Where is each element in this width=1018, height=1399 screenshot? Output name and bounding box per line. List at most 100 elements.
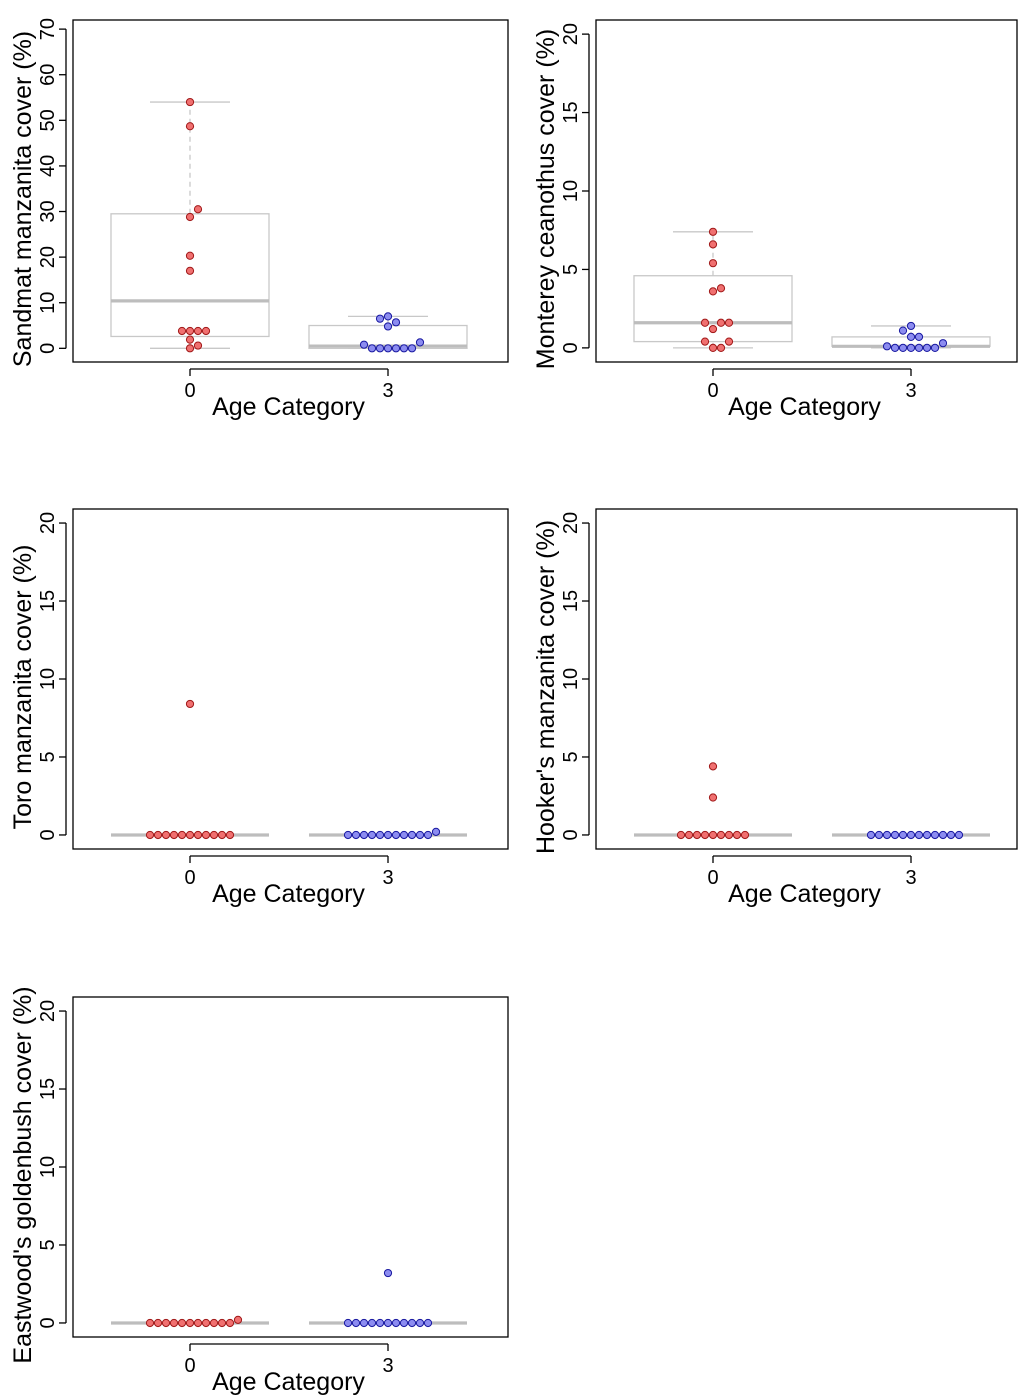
data-point: [906, 830, 916, 840]
data-point: [153, 830, 163, 840]
y-tick-label: 10: [37, 292, 59, 314]
y-tick-label: 50: [37, 109, 59, 131]
data-point: [874, 830, 884, 840]
data-point: [359, 340, 369, 349]
y-tick-label: 0: [37, 343, 59, 354]
data-point: [676, 830, 686, 840]
data-point: [882, 830, 892, 840]
data-point: [906, 321, 916, 331]
y-axis-title: Eastwood's goldenbush cover (%): [9, 986, 37, 1363]
data-point: [938, 830, 948, 840]
x-tick-label: 3: [382, 1355, 393, 1377]
data-point: [415, 830, 425, 840]
data-point: [383, 322, 393, 331]
data-point: [391, 1318, 401, 1328]
data-point: [708, 240, 718, 249]
plot-frame: [595, 19, 1018, 363]
data-point: [890, 343, 900, 352]
data-point: [906, 332, 916, 341]
data-point: [185, 97, 195, 107]
y-tick-label: 5: [37, 1239, 59, 1250]
data-point: [185, 266, 195, 275]
data-point: [946, 830, 956, 840]
data-point: [169, 1318, 179, 1328]
x-tick-label: 3: [382, 380, 393, 402]
data-point: [866, 830, 876, 840]
data-point: [153, 1318, 163, 1328]
y-tick-label: 60: [37, 64, 59, 86]
data-point: [708, 287, 718, 296]
x-axis-title: Age Category: [728, 880, 881, 908]
data-point: [185, 1318, 195, 1328]
y-tick-label: 5: [560, 264, 582, 275]
plot-frame: [72, 508, 509, 850]
data-point: [684, 830, 694, 840]
data-point: [225, 830, 235, 840]
data-point: [716, 343, 726, 352]
chart-panel-2: 0 5 10 15 20 0 3 Age Category Monterey ceanothus…: [532, 19, 1018, 421]
x-axis-title: Age Category: [212, 880, 365, 908]
data-point: [177, 830, 187, 840]
data-point: [407, 344, 417, 353]
y-tick-label: 10: [37, 1156, 59, 1178]
data-point: [700, 318, 710, 327]
data-point: [882, 342, 892, 351]
data-point: [367, 1318, 377, 1328]
data-point: [898, 830, 908, 840]
data-point: [193, 326, 203, 336]
x-tick-label: 3: [905, 380, 916, 402]
x-tick-label: 3: [905, 867, 916, 889]
plot-frame: [72, 996, 509, 1338]
data-point: [898, 343, 908, 352]
y-tick-label: 0: [560, 829, 582, 840]
data-point: [201, 830, 211, 840]
x-axis-title: Age Category: [212, 393, 365, 421]
chart-panel-3: 0 5 10 15 20 0 3 Age Category Toro manzanita cov…: [9, 508, 509, 908]
x-tick-label: 0: [184, 867, 195, 889]
data-point: [898, 326, 908, 335]
data-point: [145, 830, 155, 840]
data-point: [391, 344, 401, 353]
data-point: [914, 343, 924, 352]
points-0: [177, 97, 211, 353]
points-0: [700, 227, 734, 352]
data-point: [169, 830, 179, 840]
iqr-box: [110, 213, 270, 338]
y-tick-label: 20: [560, 23, 582, 45]
data-point: [193, 1318, 203, 1328]
data-point: [399, 830, 409, 840]
y-axis-title: Hooker's manzanita cover (%): [532, 520, 560, 854]
y-tick-label: 20: [37, 1000, 59, 1022]
data-point: [185, 699, 195, 709]
y-axis-title: Toro manzanita cover (%): [9, 545, 37, 830]
data-point: [914, 830, 924, 840]
data-point: [225, 1318, 235, 1328]
box-3: [308, 315, 468, 349]
y-axis-title: Sandmat manzanita cover (%): [9, 31, 37, 367]
y-tick-label: 0: [560, 342, 582, 353]
data-point: [399, 1318, 409, 1328]
data-point: [732, 830, 742, 840]
data-point: [708, 227, 718, 236]
y-tick-label: 20: [560, 512, 582, 534]
y-tick-label: 20: [37, 512, 59, 534]
data-point: [391, 830, 401, 840]
data-point: [922, 343, 932, 352]
chart-panel-1: 0 10 20 30 40 50 60 70 0 3 Age Category Sandmat man…: [9, 18, 509, 421]
data-point: [185, 335, 195, 344]
x-axis-title: Age Category: [212, 1368, 365, 1396]
x-tick-label: 0: [707, 867, 718, 889]
points-3: [866, 830, 964, 840]
data-point: [700, 337, 710, 346]
data-point: [383, 1318, 393, 1328]
y-tick-label: 5: [560, 751, 582, 762]
data-point: [906, 343, 916, 352]
x-tick-label: 0: [184, 1355, 195, 1377]
y-tick-label: 0: [37, 1317, 59, 1328]
x-tick-label: 0: [184, 380, 195, 402]
data-point: [415, 1318, 425, 1328]
data-point: [423, 1318, 433, 1328]
points-0: [676, 762, 750, 840]
y-tick-label: 20: [37, 246, 59, 268]
